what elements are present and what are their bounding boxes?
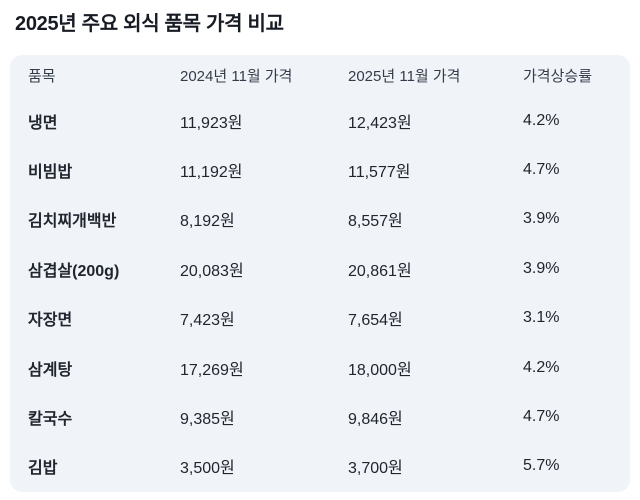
price-2024-cell: 11,923원 <box>180 114 243 132</box>
price-table: 품목 2024년 11월 가격 2025년 11월 가격 가격상승률 냉면 11… <box>28 55 630 492</box>
price-2025-cell: 11,577원 <box>348 164 411 182</box>
item-name-cell: 김치찌개백반 <box>28 213 117 231</box>
item-name-cell: 비빔밥 <box>28 164 73 182</box>
page-title: 2025년 주요 외식 품목 가격 비교 <box>15 13 284 35</box>
price-2024-cell: 9,385원 <box>180 411 235 429</box>
item-name-cell: 냉면 <box>28 114 58 132</box>
price-2025-cell: 7,654원 <box>348 312 403 330</box>
increase-rate-cell: 3.1% <box>523 309 560 327</box>
price-2025-cell: 9,846원 <box>348 411 403 429</box>
price-2025-cell: 12,423원 <box>348 114 412 132</box>
column-header-increase: 가격상승률 <box>523 68 593 85</box>
column-header-price-2025: 2025년 11월 가격 <box>348 68 461 85</box>
column-header-item: 품목 <box>28 68 56 85</box>
price-2025-cell: 8,557원 <box>348 213 403 231</box>
item-name-cell: 칼국수 <box>28 411 73 429</box>
item-name-cell: 삼계탕 <box>28 361 73 379</box>
price-2024-cell: 11,192원 <box>180 164 243 182</box>
item-name-cell: 김밥 <box>28 460 58 478</box>
increase-rate-cell: 4.7% <box>523 408 560 426</box>
price-2024-cell: 7,423원 <box>180 312 235 330</box>
price-2025-cell: 3,700원 <box>348 460 403 478</box>
item-name-cell: 자장면 <box>28 312 73 330</box>
price-2024-cell: 8,192원 <box>180 213 235 231</box>
price-2025-cell: 18,000원 <box>348 361 412 379</box>
increase-rate-cell: 3.9% <box>523 210 560 228</box>
increase-rate-cell: 4.2% <box>523 111 560 129</box>
price-table-card: 품목 2024년 11월 가격 2025년 11월 가격 가격상승률 냉면 11… <box>10 55 630 492</box>
price-2024-cell: 3,500원 <box>180 460 235 478</box>
price-2024-cell: 20,083원 <box>180 262 244 280</box>
increase-rate-cell: 4.7% <box>523 161 560 179</box>
increase-rate-cell: 5.7% <box>523 457 560 475</box>
price-2025-cell: 20,861원 <box>348 262 412 280</box>
increase-rate-cell: 3.9% <box>523 259 560 277</box>
increase-rate-cell: 4.2% <box>523 358 560 376</box>
item-name-cell: 삼겹살(200g) <box>28 262 120 280</box>
price-2024-cell: 17,269원 <box>180 361 244 379</box>
column-header-price-2024: 2024년 11월 가격 <box>180 68 293 85</box>
